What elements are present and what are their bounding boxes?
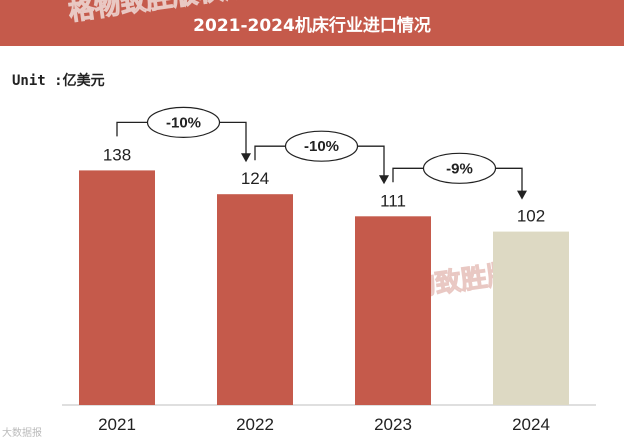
change-arrowhead-0 — [241, 153, 251, 163]
change-label-0: -10% — [166, 114, 201, 131]
data-label-2022: 124 — [241, 169, 269, 188]
change-badge-1 — [284, 130, 359, 162]
bar-2023 — [355, 216, 431, 405]
chart-title: 2021-2024机床行业进口情况 — [193, 15, 431, 36]
watermark-text: 格物致胜版权所有 — [67, 0, 277, 27]
source-logo: 大数据报 — [2, 424, 42, 439]
x-tick-label-2023: 2023 — [374, 415, 412, 434]
bar-2022 — [217, 194, 293, 405]
unit-value: 亿美元 — [62, 73, 105, 89]
x-tick-label-2024: 2024 — [512, 415, 550, 434]
change-label-2: -9% — [446, 160, 473, 177]
change-badge-0 — [146, 106, 221, 139]
unit-label: Unit :亿美元 — [12, 70, 105, 90]
chart-title-bar: 2021-2024机床行业进口情况 — [0, 0, 624, 46]
x-tick-label-2022: 2022 — [236, 415, 274, 434]
source-logo-text: 大数据报 — [2, 428, 42, 439]
change-arrowhead-2 — [517, 190, 527, 200]
data-label-2021: 138 — [103, 145, 131, 164]
change-arrowhead-1 — [379, 175, 389, 185]
data-label-2024: 102 — [517, 207, 545, 226]
bar-2024 — [493, 231, 569, 405]
bar-2021 — [79, 170, 155, 405]
unit-prefix: Unit : — [12, 73, 63, 89]
x-tick-label-2021: 2021 — [98, 415, 136, 434]
change-badge-2 — [422, 152, 497, 184]
data-label-2023: 111 — [380, 191, 406, 210]
change-label-1: -10% — [304, 138, 339, 155]
